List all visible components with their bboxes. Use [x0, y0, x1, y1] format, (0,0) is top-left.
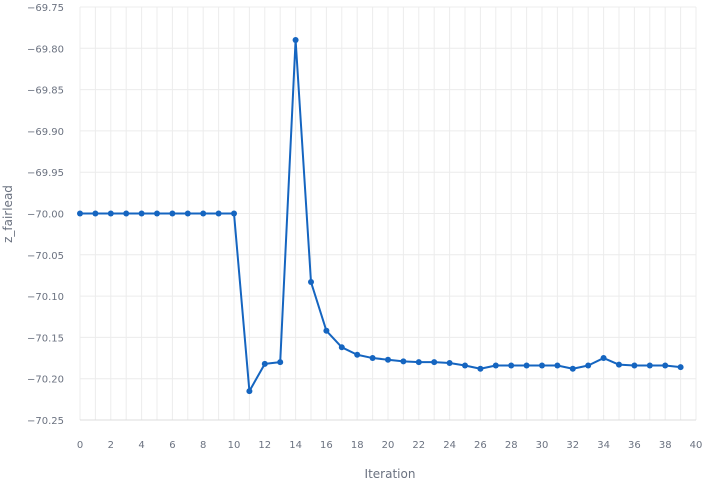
data-point[interactable] [292, 37, 299, 44]
series [77, 37, 684, 395]
y-tick-label: −70.20 [27, 375, 64, 386]
data-point[interactable] [107, 210, 114, 217]
x-tick-label: 2 [108, 440, 114, 451]
data-point[interactable] [338, 344, 345, 351]
data-point[interactable] [277, 359, 284, 366]
x-tick-label: 14 [289, 440, 302, 451]
x-tick-label: 8 [200, 440, 206, 451]
data-point[interactable] [492, 362, 499, 369]
x-tick-label: 6 [169, 440, 175, 451]
data-point[interactable] [184, 210, 191, 217]
data-point[interactable] [446, 360, 453, 367]
data-point[interactable] [431, 359, 438, 366]
data-point[interactable] [554, 362, 561, 369]
data-point[interactable] [323, 327, 330, 334]
data-point[interactable] [354, 351, 361, 358]
data-point[interactable] [77, 210, 83, 217]
y-tick-label: −69.85 [27, 86, 64, 97]
y-tick-label: −69.80 [27, 44, 64, 55]
data-point[interactable] [369, 355, 376, 362]
y-tick-label: −70.00 [27, 210, 64, 221]
data-point[interactable] [631, 362, 638, 369]
data-point[interactable] [123, 210, 130, 217]
data-point[interactable] [508, 362, 515, 369]
data-point[interactable] [646, 362, 653, 369]
data-point[interactable] [523, 362, 530, 369]
x-tick-label: 4 [138, 440, 144, 451]
x-tick-label: 0 [77, 440, 83, 451]
x-tick-label: 36 [628, 440, 641, 451]
x-tick-label: 16 [320, 440, 333, 451]
data-point[interactable] [677, 364, 684, 371]
data-point[interactable] [169, 210, 176, 217]
x-tick-label: 32 [566, 440, 579, 451]
data-point[interactable] [385, 356, 391, 363]
data-point[interactable] [200, 210, 207, 217]
x-tick-label: 26 [474, 440, 487, 451]
x-tick-label: 24 [443, 440, 456, 451]
y-axis-title: z_fairlead [1, 185, 15, 243]
data-point[interactable] [138, 210, 145, 217]
x-tick-label: 34 [597, 440, 610, 451]
x-tick-label: 30 [536, 440, 549, 451]
data-point[interactable] [539, 362, 545, 369]
x-axis-title: Iteration [365, 467, 416, 481]
data-point[interactable] [154, 210, 160, 217]
x-tick-label: 18 [351, 440, 364, 451]
x-tick-label: 28 [505, 440, 518, 451]
y-tick-label: −70.05 [27, 251, 64, 262]
data-point[interactable] [400, 358, 407, 365]
data-point[interactable] [415, 359, 422, 366]
data-point[interactable] [231, 210, 237, 217]
data-point[interactable] [477, 365, 484, 372]
y-axis-ticks: −69.75 −69.80 −69.85 −69.90 −69.95 −70.00 −70.… [27, 3, 64, 427]
y-tick-label: −70.25 [27, 416, 64, 427]
data-point[interactable] [246, 388, 253, 395]
x-tick-label: 22 [412, 440, 425, 451]
y-tick-label: −69.75 [27, 3, 64, 14]
data-point[interactable] [308, 279, 314, 286]
x-axis-ticks: 0 2 4 6 8 10 12 14 16 18 20 22 24 26 28 30 32 34 36 38 40 [77, 440, 703, 451]
y-tick-label: −69.95 [27, 168, 64, 179]
data-point[interactable] [585, 362, 592, 369]
data-point[interactable] [261, 360, 268, 367]
data-point[interactable] [462, 362, 468, 369]
x-tick-label: 20 [382, 440, 395, 451]
x-tick-label: 10 [228, 440, 241, 451]
y-tick-label: −70.15 [27, 333, 64, 344]
x-tick-label: 38 [659, 440, 672, 451]
data-point[interactable] [215, 210, 222, 217]
data-point[interactable] [92, 210, 99, 217]
x-tick-label: 40 [690, 440, 703, 451]
x-tick-label: 12 [258, 440, 271, 451]
y-tick-label: −69.90 [27, 127, 64, 138]
data-point[interactable] [569, 365, 576, 372]
series-line [80, 39, 681, 393]
data-point[interactable] [662, 362, 669, 369]
y-tick-label: −70.10 [27, 292, 64, 303]
data-point[interactable] [600, 355, 607, 362]
data-point[interactable] [616, 361, 622, 368]
